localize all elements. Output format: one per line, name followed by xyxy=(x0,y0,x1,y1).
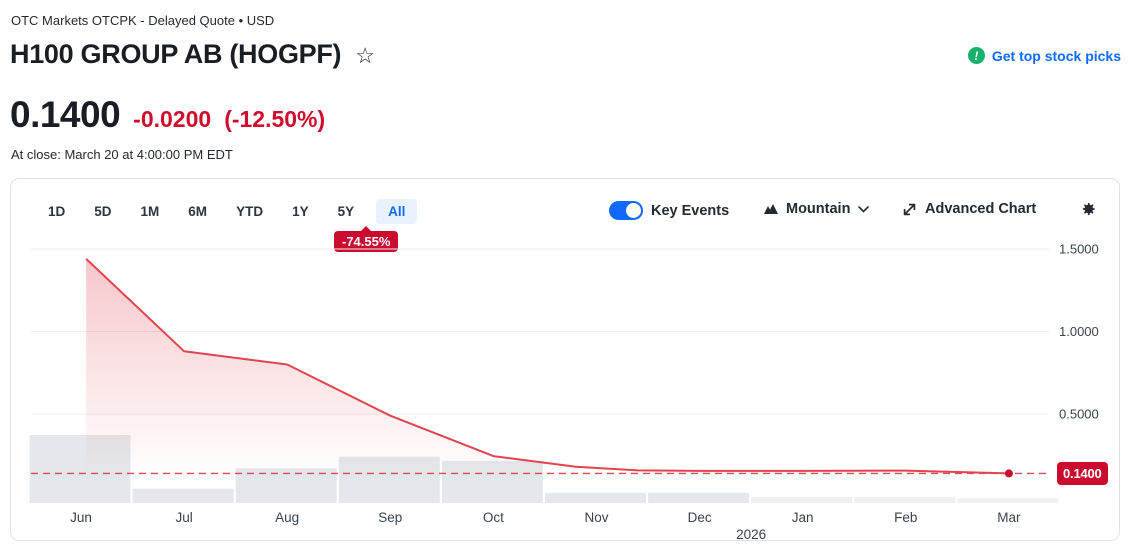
expand-arrow-icon xyxy=(903,203,916,215)
x-axis-month-label: Oct xyxy=(483,510,504,525)
key-events-label: Key Events xyxy=(651,202,730,219)
chart-type-label: Mountain xyxy=(786,201,851,217)
x-axis-month-label: Aug xyxy=(275,510,299,525)
quote-price-row: 0.1400 -0.0200 (-12.50%) xyxy=(10,94,325,136)
x-axis-month-label: Nov xyxy=(584,510,608,525)
chevron-down-icon xyxy=(858,205,870,213)
get-top-stock-picks-link[interactable]: ! Get top stock picks xyxy=(967,47,1121,64)
current-price: 0.1400 xyxy=(10,94,121,135)
range-tab-5y[interactable]: 5Y xyxy=(337,204,355,219)
title-row: H100 GROUP AB (HOGPF) ☆ xyxy=(10,39,375,70)
watchlist-star-icon[interactable]: ☆ xyxy=(355,42,375,68)
x-axis-month-label: Sep xyxy=(378,510,402,525)
x-axis-year-label: 2026 xyxy=(736,527,766,540)
chart-card: 1D 5D 1M 6M YTD 1Y 5Y All -74.55% Key Events Mo… xyxy=(10,178,1120,541)
key-events-control: Key Events xyxy=(609,201,729,220)
price-change-percent: (-12.50%) xyxy=(224,106,326,132)
price-line xyxy=(85,258,1009,475)
promo-label: Get top stock picks xyxy=(991,47,1121,64)
exchange-info: OTC Markets OTCPK - Delayed Quote • USD xyxy=(11,13,275,28)
range-tab-1m[interactable]: 1M xyxy=(140,204,160,219)
range-tab-ytd[interactable]: YTD xyxy=(236,204,264,219)
range-tab-1y[interactable]: 1Y xyxy=(292,204,309,219)
chart-type-dropdown[interactable]: Mountain xyxy=(764,201,870,217)
performance-badge: -74.55% xyxy=(334,226,399,252)
range-tab-1d[interactable]: 1D xyxy=(48,204,66,219)
page-title: H100 GROUP AB (HOGPF) xyxy=(10,39,342,69)
area-fill xyxy=(86,258,1009,503)
advanced-chart-label: Advanced Chart xyxy=(925,201,1037,217)
advanced-chart-button[interactable]: Advanced Chart xyxy=(902,201,1036,217)
range-tab-5d[interactable]: 5D xyxy=(94,204,112,219)
last-price-dot xyxy=(1004,469,1013,478)
price-change: -0.0200 xyxy=(133,106,212,132)
y-axis-tick-label: 1.5000 xyxy=(1059,242,1099,257)
mountain-icon xyxy=(764,204,778,214)
x-axis-month-label: Jan xyxy=(792,510,814,525)
toggle-knob xyxy=(626,203,641,218)
x-axis-month-label: Jul xyxy=(175,510,192,525)
y-axis-tick-label: 1.0000 xyxy=(1059,324,1099,339)
y-axis-tick-label: 0.5000 xyxy=(1059,407,1099,422)
at-close-timestamp: At close: March 20 at 4:00:00 PM EDT xyxy=(11,147,233,162)
time-range-tabs: 1D 5D 1M 6M YTD 1Y 5Y All xyxy=(41,199,418,224)
key-events-toggle[interactable] xyxy=(609,201,643,220)
range-tab-6m[interactable]: 6M xyxy=(188,204,208,219)
chart-settings-gear-icon[interactable] xyxy=(1079,200,1097,223)
x-axis-month-label: Mar xyxy=(997,510,1021,525)
range-tab-all[interactable]: All xyxy=(376,199,418,224)
x-axis-month-label: Jun xyxy=(70,510,92,525)
price-chart-svg[interactable]: 1.5000 1.0000 0.5000 Jun Jul Aug Sep Oct Nov Dec J… xyxy=(11,241,1119,540)
current-price-badge: 0.1400 xyxy=(1057,462,1108,485)
premium-badge-icon: ! xyxy=(967,47,985,64)
x-axis-month-label: Feb xyxy=(894,510,917,525)
x-axis-month-label: Dec xyxy=(688,510,712,525)
